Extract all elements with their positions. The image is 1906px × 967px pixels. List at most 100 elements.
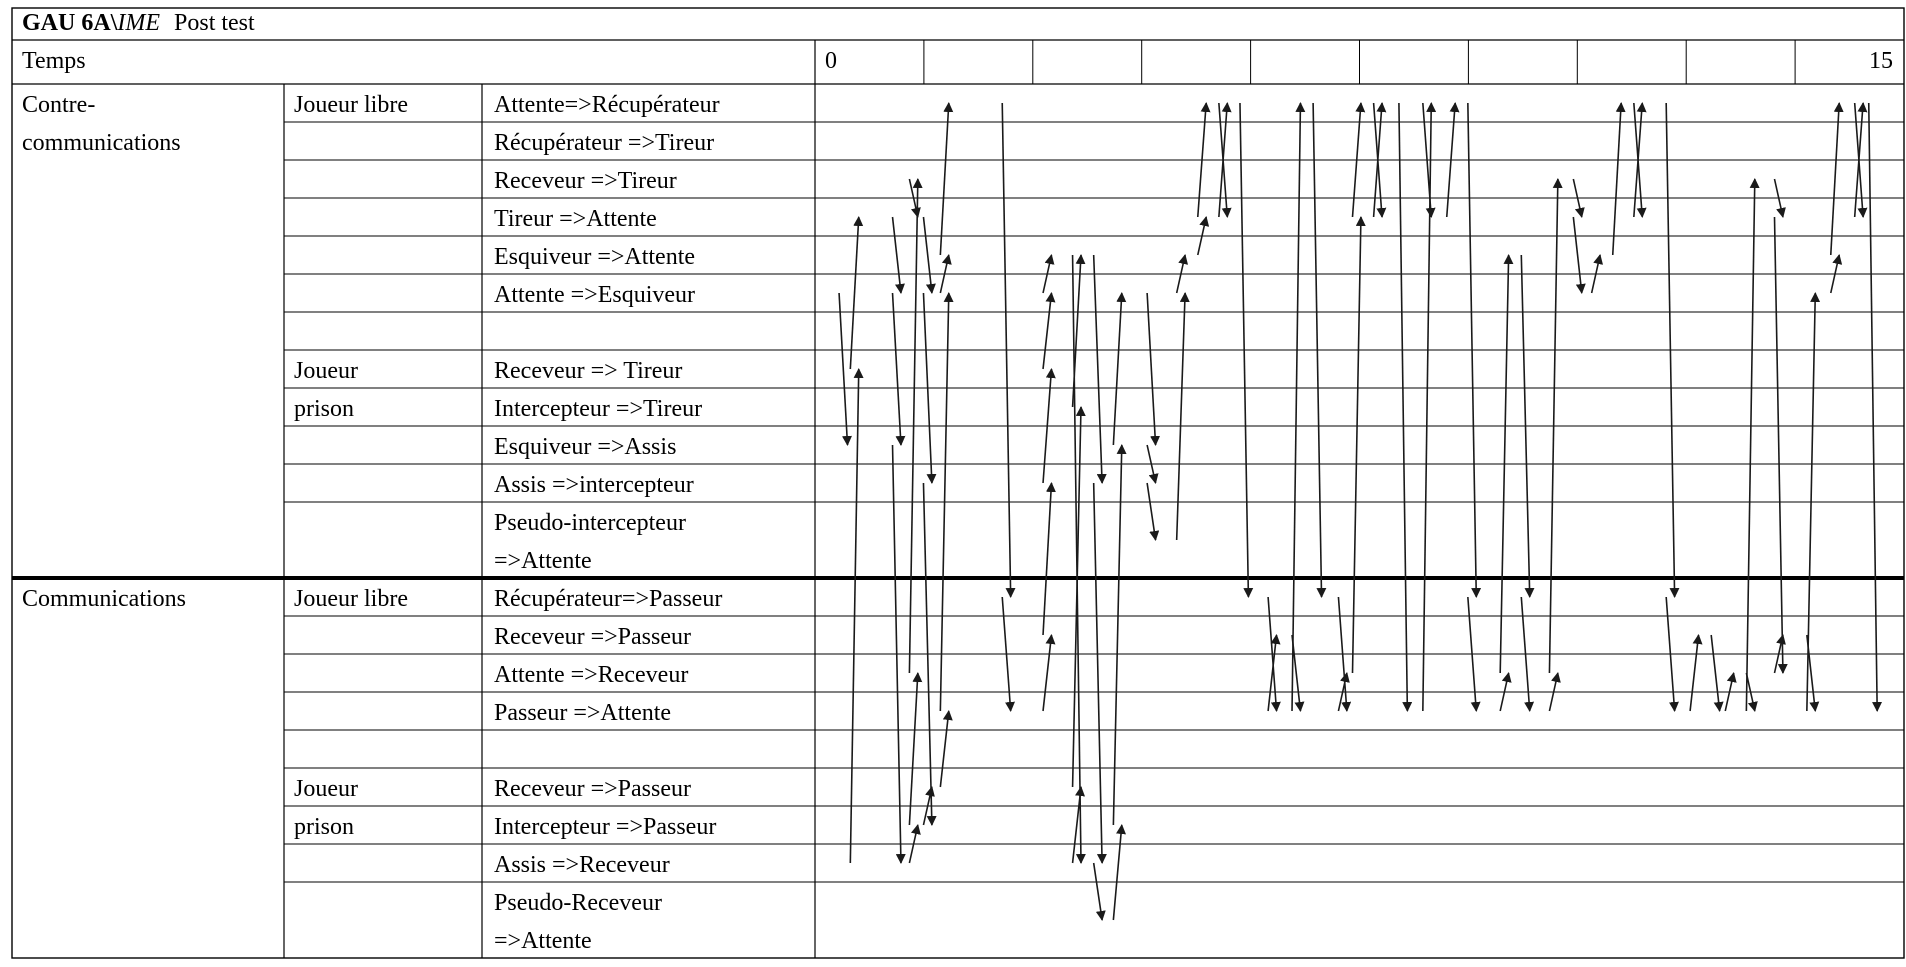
group-label-free-comm: Joueur libre <box>294 586 408 612</box>
transition-arrow <box>1665 102 1680 598</box>
title-italic: IME <box>116 10 160 36</box>
transition-arrow <box>1112 444 1127 826</box>
transition-arrow <box>1867 102 1883 712</box>
section-label-counter-line2: communications <box>22 130 181 156</box>
table-frame <box>11 7 1905 959</box>
title-prefix: GAU 6A\ <box>22 10 118 36</box>
transition-arrow <box>1520 596 1535 712</box>
transition-arrow <box>1773 178 1786 218</box>
transition-arrow <box>1351 102 1366 218</box>
transition-arrow <box>1520 254 1535 598</box>
transition-arrow <box>838 292 852 446</box>
transition-arrow <box>922 786 935 826</box>
row-label-r11: Assis =>intercepteur <box>494 472 694 498</box>
table-grid <box>11 7 1905 959</box>
transition-arrow <box>1146 482 1160 541</box>
transition-arrow <box>1445 102 1460 218</box>
transition-arrow <box>939 254 952 294</box>
transition-arrow <box>1467 102 1482 598</box>
transition-arrow <box>939 710 953 788</box>
transition-arrow <box>1042 254 1055 294</box>
transition-arrow <box>1196 102 1211 218</box>
transition-arrow <box>1042 368 1056 484</box>
transition-arrow <box>1351 216 1366 674</box>
group-label-prison-comm: Joueur <box>294 776 358 802</box>
transition-arrow <box>1499 254 1514 674</box>
transition-arrow <box>1092 254 1107 484</box>
time-start: 0 <box>825 48 837 74</box>
row-label-r16: Passeur =>Attente <box>494 700 671 726</box>
transition-arrow <box>1572 216 1586 294</box>
transition-arrow <box>1239 102 1254 598</box>
page-title: GAU 6A\IME Post test <box>22 10 255 36</box>
transition-arrow <box>1745 178 1760 712</box>
row-label-r2: Récupérateur =>Tireur <box>494 130 714 156</box>
transition-arrow <box>1042 634 1056 712</box>
section-label-counter: Contre- <box>22 92 95 118</box>
transition-arrow <box>891 216 905 294</box>
transition-arrow <box>1665 596 1679 712</box>
transition-arrow <box>1853 102 1868 218</box>
row-label-r15: Attente =>Receveur <box>494 662 688 688</box>
transition-arrow <box>1092 862 1106 921</box>
transition-arrow <box>1337 596 1352 712</box>
transition-arrow <box>1112 292 1127 446</box>
transition-arrow <box>1218 102 1232 218</box>
transition-arrow <box>908 672 923 826</box>
transition-arrow <box>922 292 937 484</box>
transition-arrow <box>1422 102 1436 218</box>
transition-arrow <box>1001 596 1016 712</box>
transition-arrow <box>939 102 954 256</box>
transition-arrow <box>1175 254 1189 294</box>
row-label-r20: Assis =>Receveur <box>494 852 670 878</box>
transition-arrow <box>1633 102 1647 218</box>
transition-arrow <box>1267 596 1281 712</box>
transition-arrow <box>908 178 921 218</box>
transition-arrow <box>891 292 906 446</box>
transition-arrow <box>922 482 937 826</box>
transition-arrow <box>1071 406 1086 788</box>
title-suffix: Post test <box>174 10 255 36</box>
transition-arrow <box>1312 102 1327 598</box>
transition-arrow <box>1611 102 1626 256</box>
row-label-r1: Attente=>Récupérateur <box>494 92 720 118</box>
transition-arrow <box>1710 634 1724 712</box>
row-label-r12: Pseudo-intercepteur <box>494 510 686 536</box>
transition-arrow <box>1071 254 1086 864</box>
transition-arrow <box>1829 254 1843 294</box>
row-label-r21: Pseudo-Receveur <box>494 890 662 916</box>
section-label-comm: Communications <box>22 586 186 612</box>
transition-arrow <box>1175 292 1190 541</box>
group-label-free: Joueur libre <box>294 92 408 118</box>
row-label-r19: Intercepteur =>Passeur <box>494 814 716 840</box>
row-label-r18: Receveur =>Passeur <box>494 776 691 802</box>
transition-arrow <box>891 444 906 864</box>
transition-arrow <box>1267 634 1281 712</box>
transition-arrow <box>1773 216 1788 674</box>
transition-arrow <box>1042 482 1056 636</box>
transition-arrow <box>1146 444 1159 484</box>
transition-arrow <box>1745 672 1758 712</box>
transition-arrow <box>1196 216 1210 256</box>
transition-arrow <box>1590 254 1604 294</box>
transition-arrow <box>1806 292 1821 712</box>
row-label-r10: Esquiveur =>Assis <box>494 434 676 460</box>
time-label: Temps <box>22 48 86 74</box>
group-label-prison-line2: prison <box>294 396 354 422</box>
row-label-r14: Receveur =>Passeur <box>494 624 691 650</box>
transition-arrow <box>1071 254 1086 408</box>
transition-arrow <box>1001 102 1016 598</box>
group-label-prison: Joueur <box>294 358 358 384</box>
table-labels: GAU 6A\IME Post test Temps 0 15 Contre-co… <box>22 10 1893 954</box>
transition-arrows <box>838 102 1883 921</box>
transition-arrow <box>1467 596 1481 712</box>
row-label-r6: Attente =>Esquiveur <box>494 282 695 308</box>
transition-arrow <box>908 178 923 674</box>
transition-arrow <box>849 216 864 370</box>
transition-arrow <box>1112 824 1126 921</box>
transition-arrow <box>922 216 936 294</box>
transition-arrow <box>1042 292 1056 370</box>
transition-arrow <box>1829 102 1844 256</box>
transition-arrow <box>1337 672 1350 712</box>
